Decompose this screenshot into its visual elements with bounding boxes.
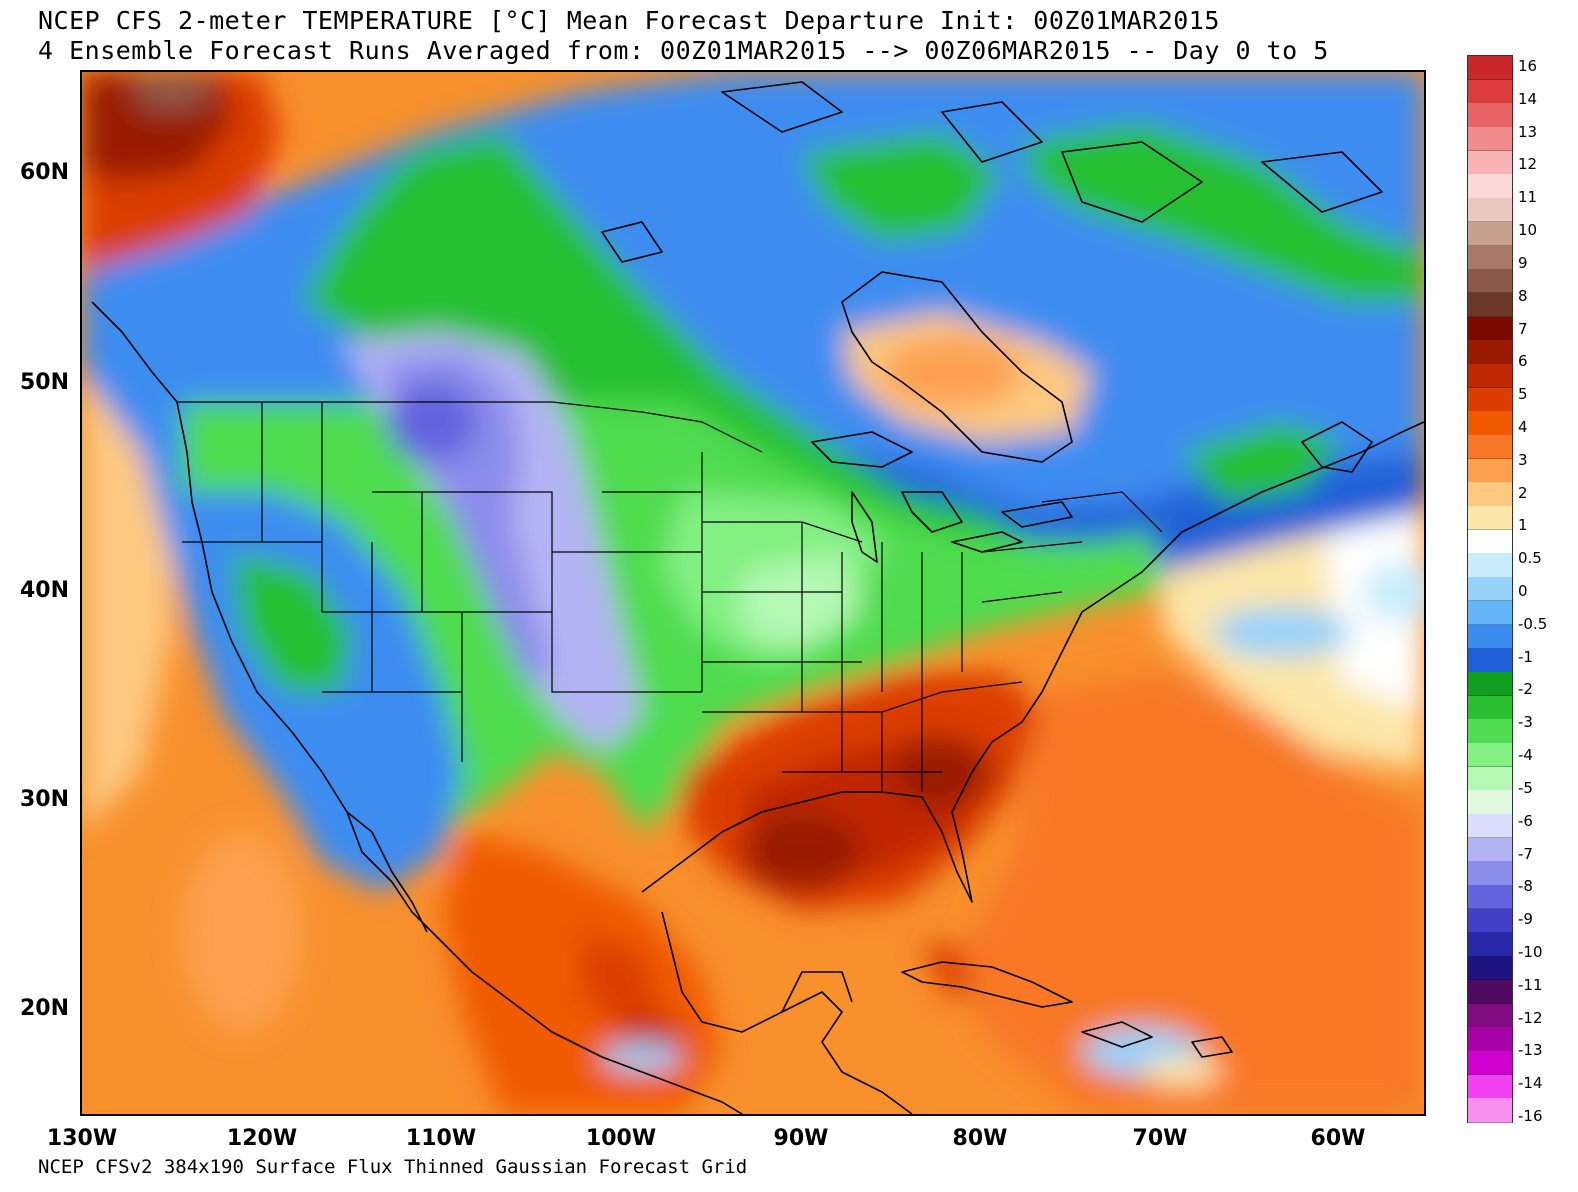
legend-swatch xyxy=(1468,103,1512,128)
legend-swatch xyxy=(1468,221,1512,247)
legend-swatch xyxy=(1468,577,1512,602)
legend-label: 12 xyxy=(1518,155,1538,174)
legend-swatch xyxy=(1468,553,1512,578)
legend-label: -11 xyxy=(1518,975,1543,994)
legend-label: 11 xyxy=(1518,188,1538,207)
legend-swatch xyxy=(1468,742,1512,768)
legend-label: -7 xyxy=(1518,844,1533,863)
legend-swatch xyxy=(1468,1003,1512,1028)
lon-label-100w: 100W xyxy=(585,1126,657,1151)
legend-swatch xyxy=(1468,411,1512,436)
legend-swatch xyxy=(1468,719,1512,744)
lon-label-130w: 130W xyxy=(46,1126,118,1151)
legend-label: 4 xyxy=(1518,417,1528,436)
legend-label: -1 xyxy=(1518,647,1533,666)
legend-label: -4 xyxy=(1518,746,1533,765)
legend-swatch xyxy=(1468,482,1512,507)
legend-label: -16 xyxy=(1518,1107,1543,1125)
legend-swatch xyxy=(1468,1050,1512,1076)
legend-label: -5 xyxy=(1518,778,1533,797)
legend-swatch xyxy=(1468,695,1512,720)
lon-label-90w: 90W xyxy=(773,1126,829,1151)
legend-label: 1 xyxy=(1518,516,1528,535)
legend-swatch xyxy=(1468,529,1512,555)
legend-label: 13 xyxy=(1518,122,1538,141)
lon-label-110w: 110W xyxy=(405,1126,477,1151)
lon-label-70w: 70W xyxy=(1132,1126,1188,1151)
chart-title: NCEP CFS 2-meter TEMPERATURE [°C] Mean F… xyxy=(38,6,1220,35)
legend-label: 8 xyxy=(1518,286,1528,305)
legend-label: 7 xyxy=(1518,319,1528,338)
legend-swatch xyxy=(1468,932,1512,957)
legend-swatch xyxy=(1468,435,1512,460)
legend-label: 6 xyxy=(1518,352,1528,371)
legend-label: 14 xyxy=(1518,89,1538,108)
legend-swatch xyxy=(1468,790,1512,815)
legend-swatch xyxy=(1468,363,1512,389)
legend-swatch xyxy=(1468,1027,1512,1052)
legend-label: 16 xyxy=(1518,57,1538,75)
legend-swatch xyxy=(1468,1098,1512,1123)
legend-label: 9 xyxy=(1518,253,1528,272)
legend-label: -10 xyxy=(1518,942,1543,961)
legend-swatch xyxy=(1468,198,1512,223)
legend-label: 5 xyxy=(1518,385,1528,404)
legend-swatch xyxy=(1468,79,1512,104)
legend-swatch xyxy=(1468,340,1512,365)
color-legend xyxy=(1467,55,1513,1123)
lon-label-120w: 120W xyxy=(226,1126,298,1151)
legend-swatch xyxy=(1468,458,1512,483)
legend-swatch xyxy=(1468,837,1512,862)
legend-swatch xyxy=(1468,1074,1512,1099)
legend-swatch xyxy=(1468,648,1512,673)
lat-label-40n: 40N xyxy=(20,578,70,603)
legend-swatch xyxy=(1468,150,1512,176)
legend-swatch xyxy=(1468,174,1512,199)
legend-swatch xyxy=(1468,979,1512,1005)
legend-swatch xyxy=(1468,269,1512,294)
temperature-anomaly-map xyxy=(80,70,1426,1116)
lat-label-30n: 30N xyxy=(20,787,70,812)
legend-label: 10 xyxy=(1518,221,1538,240)
legend-swatch xyxy=(1468,766,1512,791)
lat-label-50n: 50N xyxy=(20,370,70,395)
legend-swatch xyxy=(1468,814,1512,839)
legend-swatch xyxy=(1468,671,1512,697)
legend-swatch xyxy=(1468,245,1512,270)
legend-swatch xyxy=(1468,624,1512,649)
footer-note: NCEP CFSv2 384x190 Surface Flux Thinned … xyxy=(38,1156,748,1178)
legend-swatch xyxy=(1468,600,1512,626)
legend-label: -2 xyxy=(1518,680,1533,699)
legend-label: -9 xyxy=(1518,910,1533,929)
legend-label: 3 xyxy=(1518,450,1528,469)
legend-label: -0.5 xyxy=(1518,614,1548,633)
chart-subtitle: 4 Ensemble Forecast Runs Averaged from: … xyxy=(38,36,1329,65)
lat-label-60n: 60N xyxy=(20,160,70,185)
lat-label-20n: 20N xyxy=(20,996,70,1021)
legend-swatch xyxy=(1468,387,1512,412)
legend-label: -12 xyxy=(1518,1008,1543,1027)
legend-swatch xyxy=(1468,885,1512,910)
legend-swatch xyxy=(1468,56,1512,81)
legend-label: -14 xyxy=(1518,1074,1543,1093)
legend-swatch xyxy=(1468,861,1512,886)
legend-label: 2 xyxy=(1518,483,1528,502)
legend-label: 0 xyxy=(1518,582,1528,600)
legend-swatch xyxy=(1468,956,1512,981)
lon-label-60w: 60W xyxy=(1310,1126,1366,1151)
legend-swatch xyxy=(1468,292,1512,318)
legend-label: 0.5 xyxy=(1518,549,1542,568)
legend-label: -13 xyxy=(1518,1041,1543,1060)
legend-label: -3 xyxy=(1518,713,1533,732)
legend-label: -8 xyxy=(1518,877,1533,896)
lon-label-80w: 80W xyxy=(952,1126,1008,1151)
legend-swatch xyxy=(1468,127,1512,152)
legend-swatch xyxy=(1468,908,1512,934)
legend-label: -6 xyxy=(1518,811,1533,830)
legend-swatch xyxy=(1468,316,1512,341)
legend-swatch xyxy=(1468,506,1512,531)
